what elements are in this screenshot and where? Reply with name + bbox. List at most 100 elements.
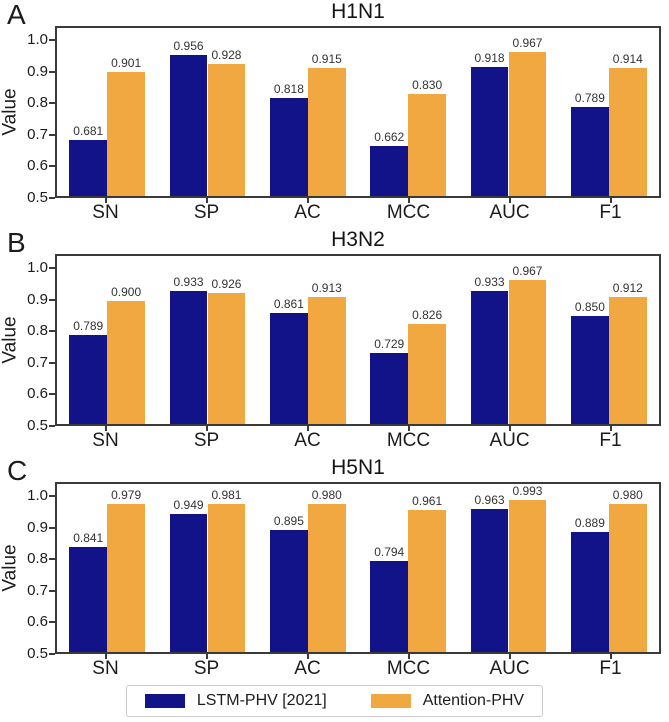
bar-attention-phv-f1 xyxy=(608,68,647,196)
x-tick-label: SP xyxy=(193,430,220,451)
legend-swatch-orange xyxy=(370,694,411,708)
legend-label: Attention-PHV xyxy=(422,692,525,709)
bar-lstm-phv-sn xyxy=(69,140,108,196)
bar-lstm-phv-sp xyxy=(169,513,208,652)
y-tick-mark xyxy=(49,495,55,498)
x-axis: SN SP AC MCC AUC F1 xyxy=(55,198,661,226)
plot-region: Value 0.681 0.901 0.956 0.928 0.818 0.915 0.66… xyxy=(0,26,669,226)
bar-value-label: 0.861 xyxy=(273,296,304,311)
bar-attention-phv-ac xyxy=(307,296,346,424)
bar-lstm-phv-f1 xyxy=(570,532,609,652)
bar-value-label: 0.933 xyxy=(474,274,505,289)
x-tick-mark xyxy=(306,198,309,203)
bar-attention-phv-sn xyxy=(107,300,146,424)
plot-area: 0.681 0.901 0.956 0.928 0.818 0.915 0.662 0.830… xyxy=(55,26,661,198)
y-tick-mark xyxy=(49,39,55,42)
bar-lstm-phv-mcc xyxy=(370,561,409,652)
bar-value-label: 0.918 xyxy=(474,51,505,66)
bar-value-label: 0.830 xyxy=(412,78,443,93)
bar-value-label: 0.841 xyxy=(73,530,104,545)
y-tick-mark xyxy=(49,653,55,655)
y-tick-mark xyxy=(49,526,55,529)
y-tick-label: 0.5 xyxy=(27,645,48,662)
bar-value-label: 0.913 xyxy=(311,280,342,295)
bar-lstm-phv-auc xyxy=(470,290,509,424)
bar-value-label: 0.900 xyxy=(111,284,142,299)
y-tick-mark xyxy=(49,267,55,270)
bar-attention-phv-mcc xyxy=(408,323,447,424)
x-tick-label: SP xyxy=(193,658,220,679)
x-tick-label: MCC xyxy=(386,430,431,451)
panel-letter: B xyxy=(7,227,26,258)
y-tick-mark xyxy=(49,298,55,301)
y-tick-mark xyxy=(49,425,55,427)
bar-value-label: 0.980 xyxy=(612,488,643,503)
x-tick-mark xyxy=(205,654,208,659)
x-tick-label: MCC xyxy=(386,658,431,679)
bar-attention-phv-sp xyxy=(207,64,246,196)
y-tick-label: 0.5 xyxy=(27,189,48,206)
x-tick-mark xyxy=(609,198,612,203)
bar-value-label: 0.901 xyxy=(111,56,142,71)
y-tick-mark xyxy=(49,589,55,592)
y-tick-label: 0.8 xyxy=(27,322,48,340)
plot-region: Value 0.789 0.900 0.933 0.926 0.861 0.913 0.72… xyxy=(0,254,669,454)
bar-attention-phv-ac xyxy=(307,68,346,196)
x-tick-mark xyxy=(205,426,208,431)
chart-title: H5N1 xyxy=(331,456,385,479)
y-tick-label: 0.7 xyxy=(27,353,48,371)
bar-value-label: 0.979 xyxy=(111,488,142,503)
bar-value-label: 0.967 xyxy=(512,264,543,279)
bar-attention-phv-sn xyxy=(107,504,146,652)
bar-lstm-phv-ac xyxy=(269,97,308,196)
bar-lstm-phv-mcc xyxy=(370,146,409,196)
y-tick-mark xyxy=(49,70,55,73)
y-tick-label: 0.7 xyxy=(27,125,48,143)
x-tick-label: MCC xyxy=(386,202,431,223)
chart-title: H1N1 xyxy=(331,0,385,23)
bar-attention-phv-f1 xyxy=(608,504,647,652)
y-tick-label: 0.6 xyxy=(27,385,48,403)
bar-lstm-phv-sn xyxy=(69,546,108,652)
legend-label: LSTM-PHV [2021] xyxy=(196,692,327,709)
panel-letter: A xyxy=(7,0,26,30)
bar-lstm-phv-auc xyxy=(470,67,509,196)
y-tick-mark xyxy=(49,558,55,561)
bar-value-label: 0.818 xyxy=(273,81,304,96)
y-tick-mark xyxy=(49,133,55,136)
y-tick-label: 1.0 xyxy=(27,31,48,49)
bar-lstm-phv-sp xyxy=(169,55,208,196)
y-tick-label: 0.6 xyxy=(27,157,48,175)
x-tick-mark xyxy=(508,654,511,659)
y-tick-mark xyxy=(49,393,55,396)
bar-attention-phv-sp xyxy=(207,503,246,652)
x-tick-label: AUC xyxy=(489,658,530,679)
y-tick-label: 0.8 xyxy=(27,550,48,568)
x-axis: SN SP AC MCC AUC F1 xyxy=(55,426,661,454)
bar-value-label: 0.956 xyxy=(173,39,204,54)
x-tick-mark xyxy=(407,198,410,203)
x-tick-mark xyxy=(306,654,309,659)
x-tick-mark xyxy=(104,426,107,431)
x-tick-mark xyxy=(609,426,612,431)
x-tick-mark xyxy=(508,426,511,431)
y-tick-label: 0.9 xyxy=(27,62,48,80)
x-tick-mark xyxy=(104,198,107,203)
y-tick-label: 0.8 xyxy=(27,94,48,112)
bar-value-label: 0.826 xyxy=(412,307,443,322)
bar-value-label: 0.794 xyxy=(374,545,405,560)
x-tick-label: F1 xyxy=(599,430,622,451)
bar-value-label: 0.963 xyxy=(474,493,505,508)
bar-lstm-phv-sp xyxy=(169,290,208,424)
bar-attention-phv-sn xyxy=(107,72,146,196)
y-tick-label: 0.7 xyxy=(27,581,48,599)
legend-box: LSTM-PHV [2021] Attention-PHV xyxy=(125,685,544,717)
x-tick-label: AC xyxy=(294,430,321,451)
bar-lstm-phv-sn xyxy=(69,334,108,424)
bar-attention-phv-auc xyxy=(508,280,547,424)
y-tick-mark xyxy=(49,102,55,105)
bar-attention-phv-auc xyxy=(508,500,547,652)
y-tick-mark xyxy=(49,361,55,364)
plot-region: Value 0.841 0.979 0.949 0.981 0.895 0.980 0.79… xyxy=(0,482,669,682)
bar-value-label: 0.933 xyxy=(173,274,204,289)
